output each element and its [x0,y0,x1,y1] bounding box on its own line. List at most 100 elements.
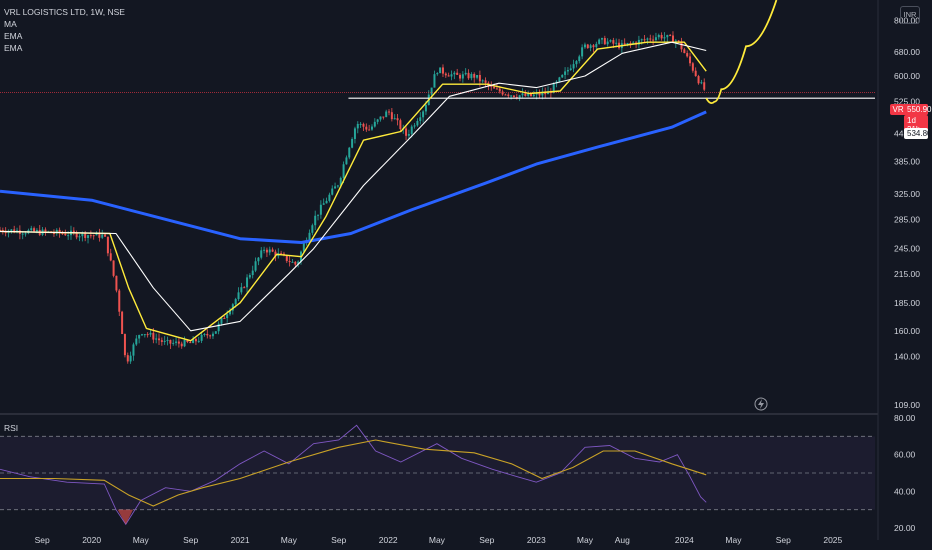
candle-body [632,42,635,44]
candle-body [439,67,442,74]
candle-body [89,235,92,237]
candle-body [319,204,322,215]
candle-body [419,117,422,122]
candle-body [118,290,121,312]
candle-body [373,121,376,127]
candle-body [183,339,186,347]
candle-body [666,34,669,38]
rsi-tick-label: 20.00 [894,523,916,533]
candle-body [561,74,564,78]
candle-body [683,49,686,54]
candle-body [490,85,493,87]
candle-body [175,341,178,343]
candle-body [4,231,7,234]
price-tick-label: 185.00 [894,298,920,308]
candle-body [115,275,118,291]
x-tick-label: 2023 [527,535,546,545]
candle-body [336,185,339,187]
price-tick-label: 140.00 [894,352,920,362]
candle-body [203,333,206,335]
candle-body [75,232,78,238]
candle-body [362,123,365,127]
candle-body [200,334,203,341]
candle-body [291,261,294,263]
candle-body [52,232,55,234]
candle-body [126,355,129,362]
x-tick-label: May [725,535,742,545]
candle-body [504,94,507,96]
legend-ema-1[interactable]: EMA [4,31,23,41]
candle-body [106,236,109,254]
candle-body [592,45,595,48]
candle-body [566,70,569,72]
candle-body [260,250,263,258]
candle-body [521,93,524,96]
candle-body [166,339,169,341]
candle-body [194,338,197,342]
candle-body [356,123,359,129]
candle-body [274,251,277,257]
candle-body [123,334,126,356]
candle-body [251,270,254,276]
price-tick-label: 680.00 [894,47,920,57]
candle-body [603,38,606,45]
candle-body [612,40,615,44]
candle-body [197,340,200,342]
candle-body [430,87,433,95]
candle-body [109,253,112,261]
candle-body [95,232,98,236]
candle-body [654,37,657,41]
legend-ma[interactable]: MA [4,19,17,29]
candle-body [209,335,212,337]
candle-body [586,44,589,48]
candle-body [280,253,283,255]
legend-ema-2[interactable]: EMA [4,43,23,53]
price-tick-label: 525.00 [894,97,920,107]
candle-body [345,157,348,165]
candle-body [646,38,649,40]
candle-body [530,93,533,97]
last-price-badge: 550.90 [904,104,931,115]
x-tick-label: 2021 [231,535,250,545]
candle-body [677,40,680,42]
candle-body [569,68,572,71]
candle-body [524,93,527,96]
candle-body [234,299,237,305]
rsi-line [0,424,707,526]
candle-body [467,72,470,79]
price-tick-label: 245.00 [894,244,920,254]
candle-body [637,39,640,45]
candle-body [544,92,547,95]
candle-body [689,56,692,64]
candle-body [385,111,388,118]
x-tick-label: 2025 [823,535,842,545]
candle-body [177,341,180,344]
candle-body [436,73,439,75]
candle-body [189,342,192,344]
candle-body [447,75,450,77]
price-tick-label: 325.00 [894,189,920,199]
candle-body [339,177,342,186]
price-tick-label: 160.00 [894,326,920,336]
x-tick-label: Sep [331,535,346,545]
candle-body [61,233,64,235]
candle-body [365,126,368,130]
candle-body [626,42,629,45]
candle-body [353,128,356,139]
candle-body [30,228,33,231]
candle-body [493,86,496,89]
candle-body [538,93,541,96]
candle-body [388,111,391,113]
candle-body [237,292,240,300]
candle-body [140,334,143,336]
candle-body [268,249,271,253]
rsi-ma-line [0,439,707,507]
candle-body [413,125,416,127]
x-tick-label: 2024 [675,535,694,545]
currency-button[interactable]: INR [900,6,920,24]
candle-body [396,118,399,121]
candle-body [498,88,501,92]
projection-curve [705,0,778,105]
candle-body [703,82,706,90]
